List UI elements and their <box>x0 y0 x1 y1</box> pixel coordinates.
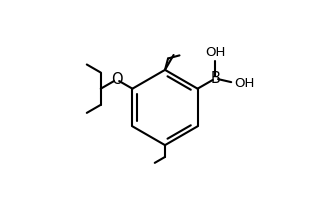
Text: B: B <box>210 71 220 86</box>
Text: OH: OH <box>234 77 254 90</box>
Text: OH: OH <box>205 46 225 59</box>
Text: O: O <box>111 72 122 87</box>
